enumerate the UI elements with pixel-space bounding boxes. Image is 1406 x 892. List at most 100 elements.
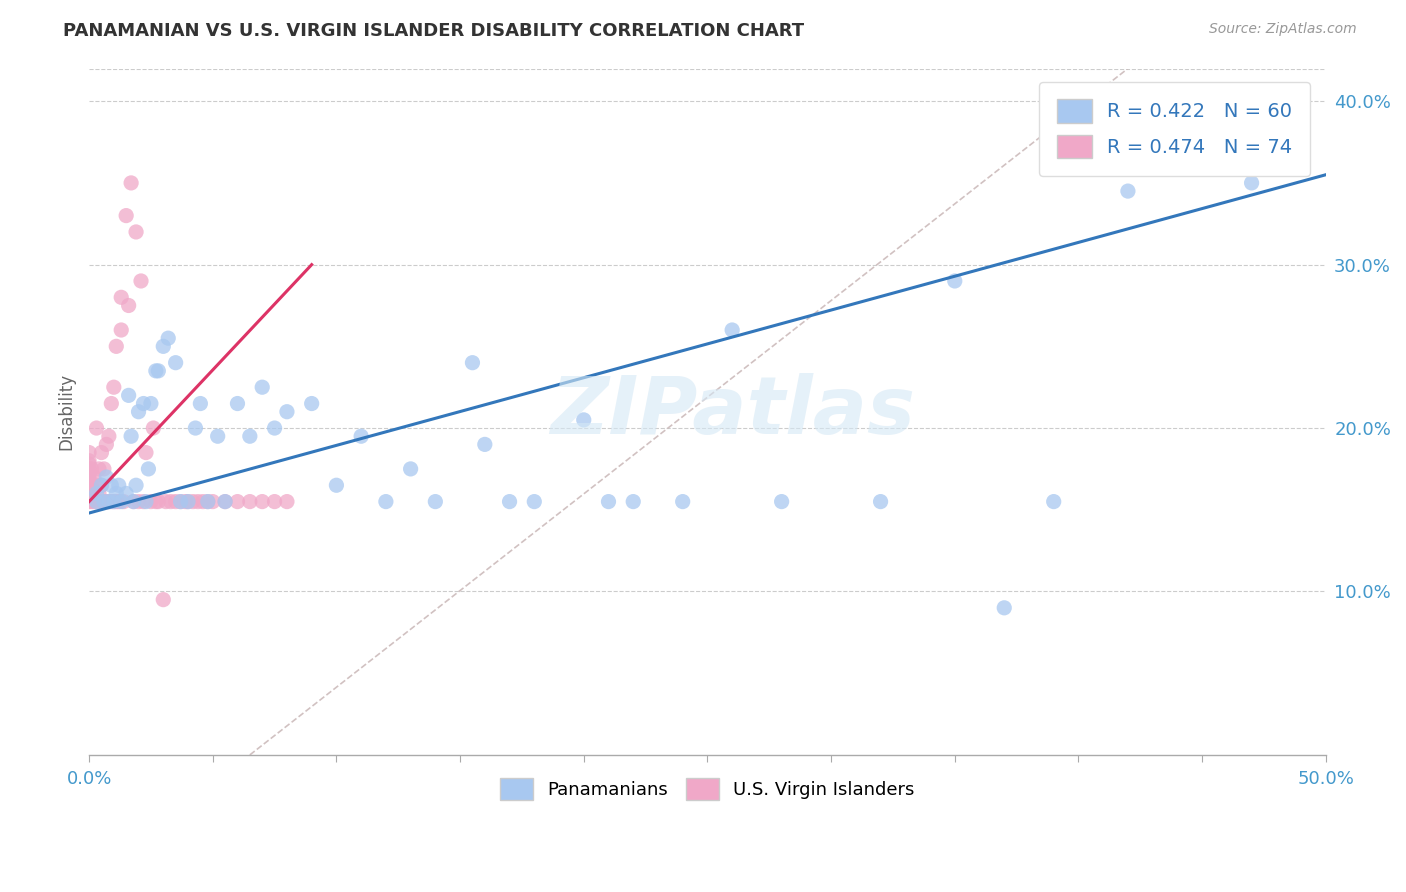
Point — [523, 494, 546, 508]
Point — [80, 494, 103, 508]
Point — [80, 478, 103, 492]
Point — [93, 494, 115, 508]
Point — [1042, 494, 1064, 508]
Point — [191, 494, 214, 508]
Point — [145, 494, 167, 508]
Point — [572, 413, 595, 427]
Point — [672, 494, 695, 508]
Point — [86, 494, 108, 508]
Point — [77, 457, 100, 471]
Point — [721, 323, 744, 337]
Point — [120, 176, 142, 190]
Point — [103, 494, 125, 508]
Point — [135, 494, 157, 508]
Point — [129, 274, 152, 288]
Point — [152, 592, 174, 607]
Point — [97, 494, 120, 508]
Point — [77, 462, 100, 476]
Point — [93, 494, 115, 508]
Point — [128, 494, 150, 508]
Point — [100, 494, 122, 508]
Point — [125, 225, 148, 239]
Point — [77, 490, 100, 504]
Point — [148, 364, 170, 378]
Point — [77, 478, 100, 492]
Point — [165, 494, 187, 508]
Point — [90, 445, 112, 459]
Point — [226, 494, 249, 508]
Point — [1116, 184, 1139, 198]
Point — [250, 380, 273, 394]
Point — [100, 396, 122, 410]
Point — [169, 494, 191, 508]
Point — [869, 494, 891, 508]
Point — [100, 478, 122, 492]
Text: PANAMANIAN VS U.S. VIRGIN ISLANDER DISABILITY CORRELATION CHART: PANAMANIAN VS U.S. VIRGIN ISLANDER DISAB… — [63, 22, 804, 40]
Point — [86, 494, 108, 508]
Point — [148, 494, 170, 508]
Point — [301, 396, 323, 410]
Point — [226, 396, 249, 410]
Point — [77, 486, 100, 500]
Point — [86, 486, 108, 500]
Point — [86, 421, 108, 435]
Point — [201, 494, 224, 508]
Point — [105, 486, 128, 500]
Point — [83, 494, 105, 508]
Point — [943, 274, 966, 288]
Point — [105, 494, 128, 508]
Point — [152, 339, 174, 353]
Point — [87, 486, 110, 500]
Point — [138, 462, 160, 476]
Point — [993, 600, 1015, 615]
Point — [374, 494, 396, 508]
Text: ZIPatlas: ZIPatlas — [550, 373, 915, 450]
Point — [263, 494, 285, 508]
Point — [96, 494, 118, 508]
Point — [80, 462, 103, 476]
Point — [110, 290, 132, 304]
Point — [90, 478, 112, 492]
Legend: Panamanians, U.S. Virgin Islanders: Panamanians, U.S. Virgin Islanders — [486, 764, 929, 814]
Point — [177, 494, 200, 508]
Point — [96, 437, 118, 451]
Point — [174, 494, 197, 508]
Point — [128, 405, 150, 419]
Point — [83, 470, 105, 484]
Point — [425, 494, 447, 508]
Point — [157, 331, 180, 345]
Point — [207, 429, 229, 443]
Point — [115, 209, 138, 223]
Point — [77, 454, 100, 468]
Point — [197, 494, 219, 508]
Point — [117, 388, 139, 402]
Point — [125, 478, 148, 492]
Point — [181, 494, 204, 508]
Point — [132, 494, 155, 508]
Point — [461, 356, 484, 370]
Point — [110, 323, 132, 337]
Point — [115, 486, 138, 500]
Point — [77, 470, 100, 484]
Point — [770, 494, 793, 508]
Point — [77, 474, 100, 488]
Point — [621, 494, 644, 508]
Point — [77, 494, 100, 508]
Point — [77, 483, 100, 498]
Point — [90, 494, 112, 508]
Point — [83, 483, 105, 498]
Point — [474, 437, 496, 451]
Point — [86, 478, 108, 492]
Point — [169, 494, 191, 508]
Point — [250, 494, 273, 508]
Point — [107, 494, 129, 508]
Point — [214, 494, 236, 508]
Point — [117, 298, 139, 312]
Point — [87, 462, 110, 476]
Point — [77, 445, 100, 459]
Point — [120, 429, 142, 443]
Point — [184, 421, 207, 435]
Point — [190, 396, 212, 410]
Point — [122, 494, 145, 508]
Point — [107, 478, 129, 492]
